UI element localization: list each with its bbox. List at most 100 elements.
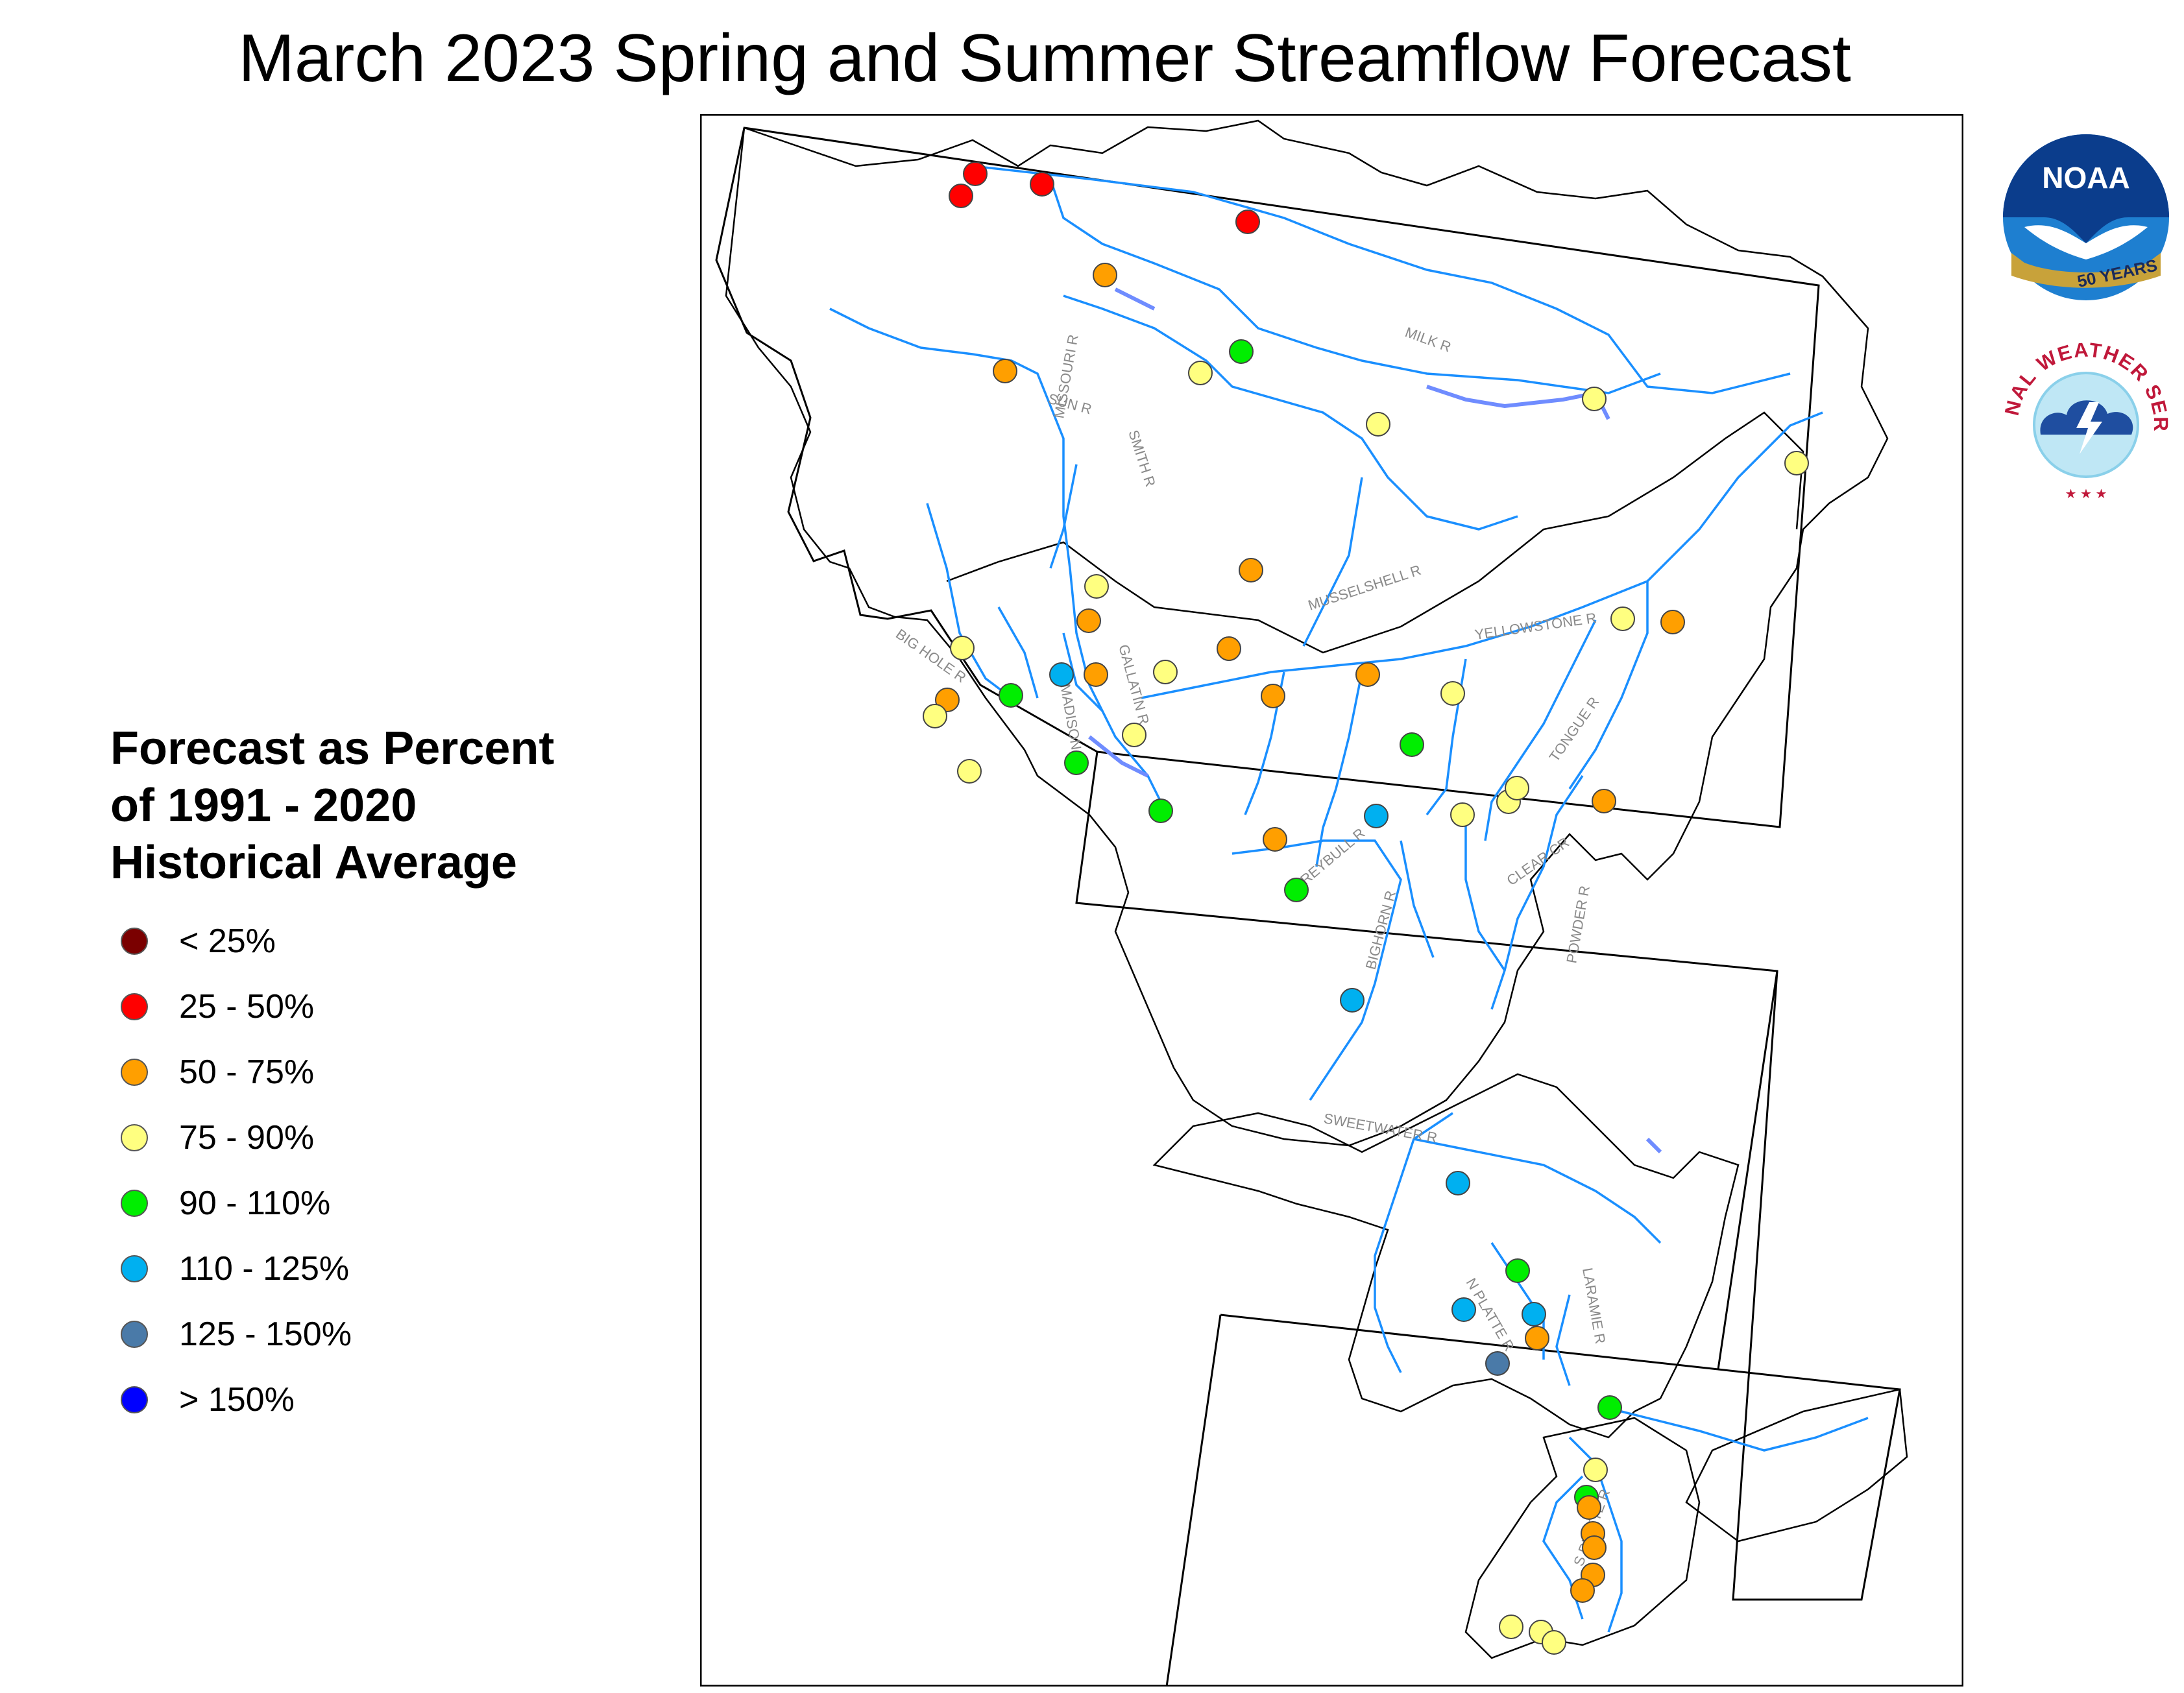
legend-item: 75 - 90% [110,1105,694,1170]
forecast-point [1263,827,1287,852]
forecast-point [1217,636,1241,661]
legend-label: > 150% [179,1380,295,1419]
legend-item: 50 - 75% [110,1039,694,1105]
forecast-point [1261,684,1285,708]
river-label: MUSSELSHELL R [1306,562,1423,614]
forecast-point [1542,1630,1566,1655]
legend-swatch [121,1189,148,1217]
river-labels: MILK R SUN R MISSOURI R SMITH R MUSSELSH… [893,324,1613,1568]
basin-boundaries [725,119,1908,1659]
river-label: CLEAR CR [1504,834,1572,889]
forecast-point [963,162,988,186]
legend-label: 50 - 75% [179,1053,315,1091]
forecast-point [1505,1258,1530,1283]
state-boundaries [715,126,1901,1687]
legend-item: 25 - 50% [110,974,694,1039]
forecast-point [1366,412,1390,437]
forecast-point [1188,361,1213,385]
forecast-point [1148,798,1173,823]
legend-item: 110 - 125% [110,1236,694,1301]
legend-swatch [121,927,148,955]
map-border [700,114,1963,1687]
legend-item: 125 - 150% [110,1301,694,1367]
forecast-point [993,359,1017,383]
legend-swatch [121,1320,148,1348]
forecast-point [1284,878,1309,902]
forecast-point [1582,387,1607,411]
forecast-point [1064,750,1089,775]
forecast-point [1582,1535,1607,1560]
svg-text:★ ★ ★: ★ ★ ★ [2065,487,2107,501]
forecast-point [957,759,982,784]
forecast-point [949,184,973,208]
forecast-point [1610,606,1635,631]
forecast-point [999,683,1023,708]
noaa-logo-text: NOAA [2042,161,2129,195]
forecast-point [950,636,975,660]
legend-swatch [121,992,148,1020]
forecast-point [1084,574,1109,599]
forecast-point [1235,210,1260,234]
forecast-point [1446,1171,1470,1195]
forecast-point [1451,1297,1476,1322]
forecast-point [923,704,947,728]
legend-label: 125 - 150% [179,1315,352,1353]
river-label: MILK R [1403,324,1453,355]
river-label: SMITH R [1125,428,1159,489]
rivers [829,165,1869,1633]
forecast-point [1084,662,1108,687]
forecast-point [1505,776,1529,800]
forecast-point [1030,172,1054,197]
forecast-point [1592,789,1616,813]
forecast-point [1340,988,1365,1013]
legend-label: < 25% [179,922,276,960]
forecast-point [1570,1578,1595,1603]
legend-title-line: Forecast as Percent [110,723,555,774]
forecast-point [1153,660,1178,684]
legend-title-line: Historical Average [110,837,517,889]
forecast-point [1239,558,1263,582]
forecast-point [1660,610,1685,634]
legend-label: 75 - 90% [179,1118,315,1157]
forecast-point [1499,1615,1523,1639]
forecast-point [1485,1351,1510,1376]
forecast-point [1784,451,1809,475]
river-label: LARAMIE R [1579,1267,1608,1345]
forecast-point [1400,732,1424,757]
legend: Forecast as Percent of 1991 - 2020 Histo… [110,720,694,1432]
map-area: MILK R SUN R MISSOURI R SMITH R MUSSELSH… [700,114,1963,1687]
forecast-point [1597,1395,1622,1420]
forecast-point [1364,804,1389,828]
legend-label: 25 - 50% [179,987,315,1026]
nws-logo: NATIONAL WEATHER SERVICE ★ ★ ★ [1984,300,2180,512]
forecast-point [1525,1326,1549,1351]
river-label: BIGHORN R [1363,889,1399,971]
map-title: March 2023 Spring and Summer Streamflow … [238,21,1851,96]
legend-swatch [121,1123,148,1151]
forecast-point [1122,723,1147,747]
forecast-point [1577,1495,1601,1520]
legend-item: 90 - 110% [110,1170,694,1236]
forecast-point [1522,1302,1546,1327]
legend-swatch [121,1386,148,1413]
legend-label: 90 - 110% [179,1184,331,1222]
legend-title: Forecast as Percent of 1991 - 2020 Histo… [110,720,694,891]
legend-item: < 25% [110,908,694,974]
forecast-point [1229,339,1254,364]
forecast-point [1076,608,1101,633]
forecast-point [1450,802,1475,827]
river-label: YELLOWSTONE R [1474,610,1597,643]
legend-label: 110 - 125% [179,1249,350,1288]
forecast-point [1049,662,1074,687]
noaa-logo: NOAA 50 YEARS [1998,130,2174,305]
forecast-point [1093,263,1117,287]
river-label: GALLATIN R [1115,643,1152,726]
legend-swatch [121,1255,148,1282]
legend-item: > 150% [110,1367,694,1432]
legend-title-line: of 1991 - 2020 [110,780,417,832]
basin-map: MILK R SUN R MISSOURI R SMITH R MUSSELSH… [700,114,1963,1687]
forecast-points [923,162,1809,1655]
forecast-point [1440,681,1465,706]
legend-swatch [121,1058,148,1086]
forecast-point [1583,1458,1608,1482]
